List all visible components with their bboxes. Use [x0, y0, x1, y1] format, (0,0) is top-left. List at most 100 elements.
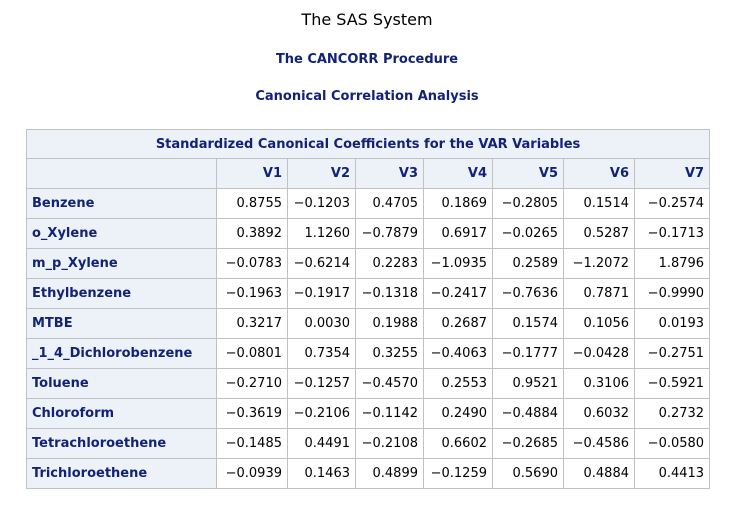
table-row: Ethylbenzene −0.1963 −0.1917 −0.1318 −0.2417…: [26, 278, 711, 309]
coefficient-cell: 1.8796: [633, 248, 711, 279]
coefficient-cell: 0.6032: [563, 398, 635, 429]
row-header: Trichloroethene: [26, 458, 217, 489]
coefficient-cell: 0.2687: [423, 308, 493, 339]
row-header: Tetrachloroethene: [26, 428, 217, 459]
coefficient-cell: −0.1917: [287, 278, 356, 309]
table-row: Benzene 0.8755 −0.1203 0.4705 0.1869 −0.2805 0…: [26, 188, 711, 219]
coefficient-cell: 0.3217: [216, 308, 288, 339]
coefficient-cell: 0.4884: [563, 458, 635, 489]
corner-cell: [26, 158, 217, 189]
column-header: V4: [423, 158, 493, 189]
coefficients-table: Standardized Canonical Coefficients for …: [25, 129, 711, 489]
coefficient-cell: 0.6602: [423, 428, 493, 459]
coefficient-cell: −0.5921: [633, 368, 711, 399]
coefficient-cell: −0.1713: [633, 218, 711, 249]
coefficient-cell: 0.4491: [287, 428, 356, 459]
coefficient-cell: −1.2072: [563, 248, 635, 279]
coefficient-cell: −0.6214: [287, 248, 356, 279]
column-header: V6: [563, 158, 635, 189]
row-header: Chloroform: [26, 398, 217, 429]
coefficient-cell: 0.7871: [563, 278, 635, 309]
coefficient-cell: 0.4413: [633, 458, 711, 489]
coefficient-cell: 0.3106: [563, 368, 635, 399]
coefficient-cell: −0.1203: [287, 188, 356, 219]
procedure-title: The CANCORR Procedure: [275, 52, 459, 67]
coefficient-cell: −0.1259: [423, 458, 493, 489]
coefficient-cell: 0.1056: [563, 308, 635, 339]
coefficient-cell: −0.3619: [216, 398, 288, 429]
coefficient-cell: −0.0939: [216, 458, 288, 489]
coefficient-cell: −0.1777: [492, 338, 564, 369]
row-header: o_Xylene: [26, 218, 217, 249]
coefficient-cell: 0.4705: [355, 188, 424, 219]
table-row: m_p_Xylene −0.0783 −0.6214 0.2283 −1.0935 0.2…: [26, 248, 711, 279]
coefficient-cell: 0.4899: [355, 458, 424, 489]
coefficient-cell: −1.0935: [423, 248, 493, 279]
coefficient-cell: 0.7354: [287, 338, 356, 369]
coefficient-cell: −0.7636: [492, 278, 564, 309]
row-header: _1_4_Dichlorobenzene: [26, 338, 217, 369]
coefficient-cell: −0.7879: [355, 218, 424, 249]
coefficient-cell: −0.0265: [492, 218, 564, 249]
coefficient-cell: −0.4063: [423, 338, 493, 369]
column-header: V5: [492, 158, 564, 189]
row-header: MTBE: [26, 308, 217, 339]
coefficient-cell: 0.2490: [423, 398, 493, 429]
coefficient-cell: −0.1485: [216, 428, 288, 459]
coefficient-cell: −0.1257: [287, 368, 356, 399]
coefficient-cell: 0.2283: [355, 248, 424, 279]
table-row: MTBE 0.3217 0.0030 0.1988 0.2687 0.1574 0.1056…: [26, 308, 711, 339]
coefficient-cell: −0.1318: [355, 278, 424, 309]
coefficient-cell: −0.2108: [355, 428, 424, 459]
column-header: V1: [216, 158, 288, 189]
coefficient-cell: 0.5287: [563, 218, 635, 249]
coefficient-cell: 0.1574: [492, 308, 564, 339]
coefficient-cell: −0.2574: [633, 188, 711, 219]
analysis-title: Canonical Correlation Analysis: [255, 89, 479, 104]
table-row: o_Xylene 0.3892 1.1260 −0.7879 0.6917 −0.0265…: [26, 218, 711, 249]
coefficient-cell: 0.6917: [423, 218, 493, 249]
coefficient-cell: 0.3255: [355, 338, 424, 369]
column-header-row: V1 V2 V3 V4 V5 V6 V7: [26, 158, 711, 189]
coefficient-cell: −0.0783: [216, 248, 288, 279]
coefficient-cell: 0.2589: [492, 248, 564, 279]
table-row: Chloroform −0.3619 −0.2106 −0.1142 0.2490 −0.…: [26, 398, 711, 429]
coefficient-cell: −0.9990: [633, 278, 711, 309]
coefficient-cell: −0.2805: [492, 188, 564, 219]
coefficient-cell: 0.1463: [287, 458, 356, 489]
row-header: m_p_Xylene: [26, 248, 217, 279]
column-header: V2: [287, 158, 356, 189]
coefficient-cell: 0.5690: [492, 458, 564, 489]
row-header: Toluene: [26, 368, 217, 399]
coefficient-cell: −0.2685: [492, 428, 564, 459]
coefficient-cell: −0.0801: [216, 338, 288, 369]
coefficient-cell: 0.0193: [633, 308, 711, 339]
coefficient-cell: −0.2710: [216, 368, 288, 399]
coefficient-cell: −0.2106: [287, 398, 356, 429]
coefficient-cell: −0.4570: [355, 368, 424, 399]
table-row: _1_4_Dichlorobenzene −0.0801 0.7354 0.3255−…: [26, 338, 711, 369]
coefficient-cell: −0.2751: [633, 338, 711, 369]
coefficient-cell: 0.3892: [216, 218, 288, 249]
table-body: Benzene 0.8755 −0.1203 0.4705 0.1869 −0.2805 0…: [26, 188, 711, 489]
coefficient-cell: 0.1869: [423, 188, 493, 219]
coefficient-cell: 0.1988: [355, 308, 424, 339]
coefficient-cell: 0.2553: [423, 368, 493, 399]
table-row: Toluene −0.2710 −0.1257 −0.4570 0.2553 0.9521…: [26, 368, 711, 399]
coefficient-cell: 0.0030: [287, 308, 356, 339]
coefficient-cell: 0.1514: [563, 188, 635, 219]
coefficient-cell: −0.1142: [355, 398, 424, 429]
coefficient-cell: −0.0428: [563, 338, 635, 369]
coefficient-cell: −0.4884: [492, 398, 564, 429]
coefficient-cell: 0.9521: [492, 368, 564, 399]
system-title: The SAS System: [301, 10, 433, 29]
column-header: V3: [355, 158, 424, 189]
coefficient-cell: −0.4586: [563, 428, 635, 459]
table-row: Trichloroethene −0.0939 0.1463 0.4899 −0.125…: [26, 458, 711, 489]
caption-row: Standardized Canonical Coefficients for …: [25, 129, 711, 159]
coefficient-cell: 0.2732: [633, 398, 711, 429]
coefficient-cell: −0.1963: [216, 278, 288, 309]
table-caption: Standardized Canonical Coefficients for …: [25, 129, 711, 159]
coefficient-cell: 1.1260: [287, 218, 356, 249]
row-header: Ethylbenzene: [26, 278, 217, 309]
